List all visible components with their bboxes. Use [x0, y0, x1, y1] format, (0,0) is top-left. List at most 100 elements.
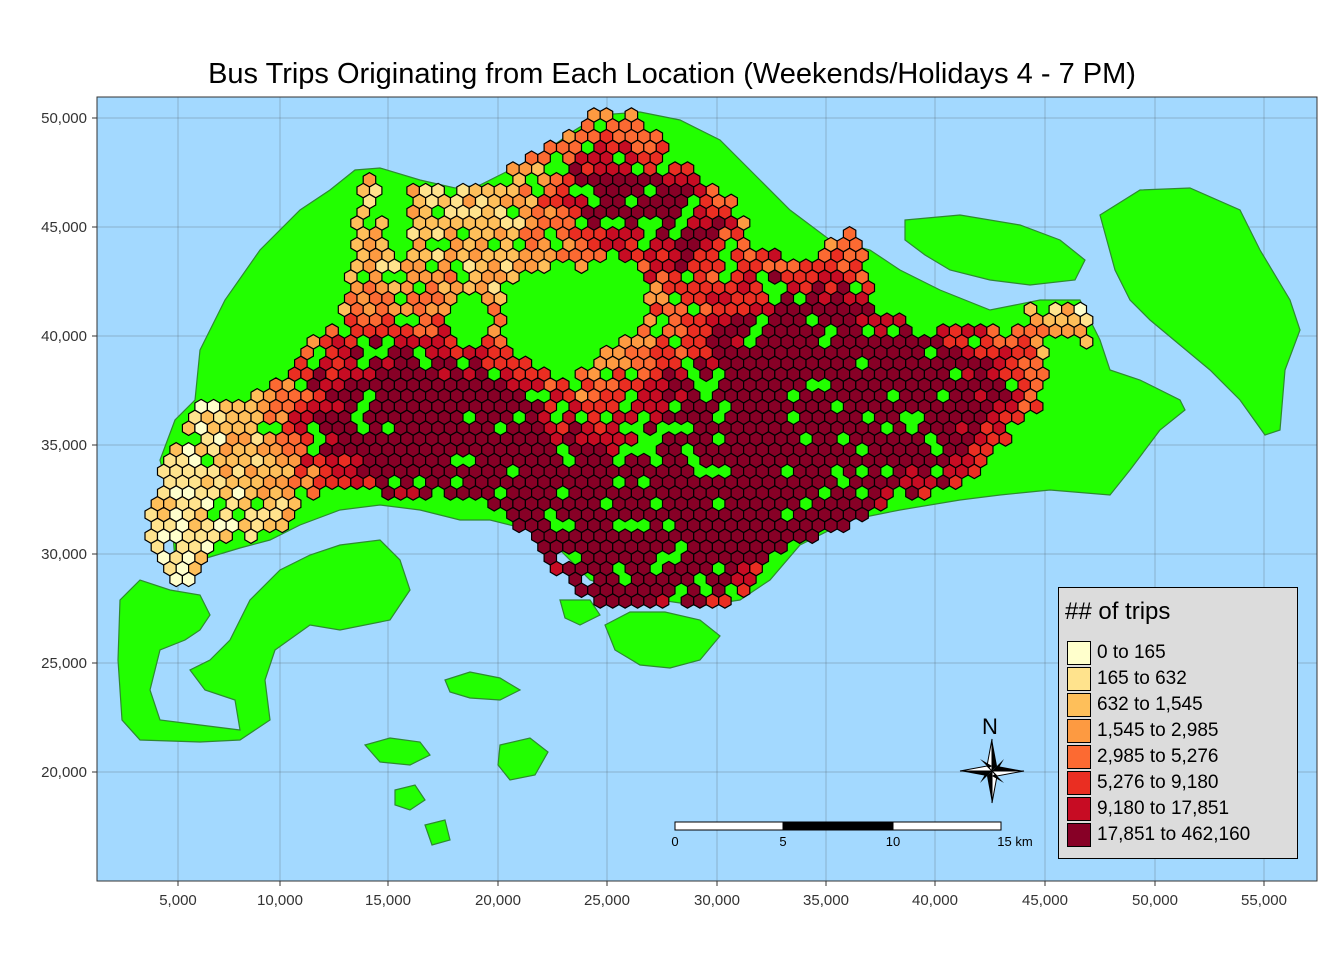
y-tick-label: 45,000 — [41, 219, 87, 236]
hexagon-cell — [262, 409, 277, 426]
hexagon-cell — [574, 258, 589, 275]
hexagon-cell — [456, 485, 470, 501]
x-tick-label: 45,000 — [1022, 892, 1068, 909]
legend-item: 2,985 to 5,276 — [1067, 744, 1219, 770]
hexagon-cell — [643, 420, 657, 437]
hexagon-cell — [1061, 323, 1075, 339]
hexagon-cell — [325, 474, 339, 491]
hexagon-cell — [905, 398, 919, 415]
y-tick-label: 25,000 — [41, 655, 87, 672]
hexagon-cell — [661, 539, 676, 555]
hexagon-layer — [144, 107, 1094, 609]
hexagon-cell — [512, 517, 526, 534]
hexagon-cell — [574, 171, 589, 188]
hexagon-cell — [400, 301, 414, 318]
hexagon-cell — [605, 593, 620, 609]
y-axis-ticks: 50,000 45,000 40,000 35,000 30,000 25,000 20,0… — [41, 110, 97, 781]
hexagon-cell — [169, 571, 183, 588]
hexagon-cell — [1048, 323, 1063, 339]
hexagon-cell — [431, 225, 445, 242]
map-title: Bus Trips Originating from Each Location… — [208, 58, 1136, 90]
hexagon-cell — [181, 420, 196, 437]
southern-island-6 — [559, 599, 601, 626]
scale-label-5: 5 — [779, 834, 786, 849]
y-tick-label: 30,000 — [41, 546, 87, 563]
scale-segment-1 — [674, 821, 784, 831]
legend-swatch — [1067, 641, 1091, 665]
hexagon-cell — [718, 593, 732, 609]
hexagon-cell — [337, 474, 352, 491]
hexagon-cell — [811, 366, 826, 383]
hexagon-cell — [487, 495, 501, 512]
hexagon-cell — [699, 452, 713, 469]
hexagon-cell — [531, 377, 545, 393]
hexagon-cell — [574, 582, 589, 599]
southern-island-1 — [444, 671, 522, 701]
scale-label-0: 0 — [671, 834, 678, 849]
hexagon-cell — [562, 539, 576, 555]
hexagon-cell — [643, 593, 657, 609]
hexagon-cell — [905, 485, 919, 501]
hexagon-cell — [643, 204, 657, 221]
hexagon-cell — [262, 517, 277, 534]
north-label: N — [982, 714, 998, 739]
legend-label: 5,276 to 9,180 — [1097, 772, 1219, 793]
x-tick-label: 20,000 — [475, 892, 521, 909]
x-tick-label: 55,000 — [1241, 892, 1287, 909]
hexagon-cell — [406, 485, 420, 501]
hexagon-cell — [350, 474, 364, 491]
legend-swatch — [1067, 745, 1091, 769]
y-tick-label: 50,000 — [41, 110, 87, 127]
legend-swatch — [1067, 797, 1091, 821]
y-tick-label: 35,000 — [41, 437, 87, 454]
hexagon-cell — [655, 593, 670, 609]
hexagon-cell — [1029, 398, 1044, 415]
legend-swatch — [1067, 719, 1091, 743]
hexagon-cell — [181, 571, 196, 588]
x-tick-label: 35,000 — [803, 892, 849, 909]
legend: ## of trips 0 to 165 165 to 632 632 to 1… — [1058, 587, 1298, 859]
pulau-ubin — [904, 214, 1086, 286]
legend-item: 17,851 to 462,160 — [1067, 822, 1250, 848]
legend-label: 1,545 to 2,985 — [1097, 720, 1219, 741]
hexagon-cell — [393, 485, 408, 501]
legend-swatch — [1067, 693, 1091, 717]
scale-label-10: 10 — [886, 834, 900, 849]
x-tick-label: 50,000 — [1132, 892, 1178, 909]
legend-label: 2,985 to 5,276 — [1097, 746, 1219, 767]
legend-swatch — [1067, 771, 1091, 795]
hexagon-cell — [967, 463, 982, 480]
southern-island-5 — [424, 819, 451, 846]
hexagon-cell — [711, 452, 726, 469]
hexagon-cell — [555, 247, 570, 264]
hexagon-cell — [705, 593, 720, 609]
legend-swatch — [1067, 823, 1091, 847]
hexagon-cell — [836, 517, 851, 534]
hexagon-cell — [624, 409, 639, 426]
southern-island-4 — [394, 784, 426, 811]
hexagon-cell — [618, 506, 632, 523]
legend-item: 1,545 to 2,985 — [1067, 718, 1219, 744]
hexagon-cell — [468, 485, 483, 501]
legend-label: 17,851 to 462,160 — [1097, 824, 1251, 845]
hexagon-cell — [537, 258, 551, 275]
hexagon-cell — [674, 409, 689, 426]
southern-island-3 — [497, 737, 549, 781]
hexagon-cell — [1079, 333, 1094, 350]
hexagon-cell — [855, 506, 869, 523]
scale-label-15: 15 km — [997, 834, 1032, 849]
hexagon-cell — [555, 506, 570, 523]
legend-item: 165 to 632 — [1067, 666, 1187, 692]
scale-segment-3 — [892, 821, 1002, 831]
legend-title: ## of trips — [1065, 598, 1171, 625]
hexagon-cell — [418, 485, 433, 501]
x-axis-ticks: 5,000 10,000 15,000 20,000 25,000 30,000 35,00… — [159, 881, 1287, 909]
hexagon-cell — [605, 204, 620, 221]
hexagon-cell — [693, 593, 707, 609]
hexagon-cell — [387, 258, 402, 275]
legend-item: 0 to 165 — [1067, 640, 1166, 666]
scale-bar: 0 5 10 15 km — [671, 821, 1033, 849]
x-tick-label: 30,000 — [694, 892, 740, 909]
jurong-island — [117, 539, 411, 743]
